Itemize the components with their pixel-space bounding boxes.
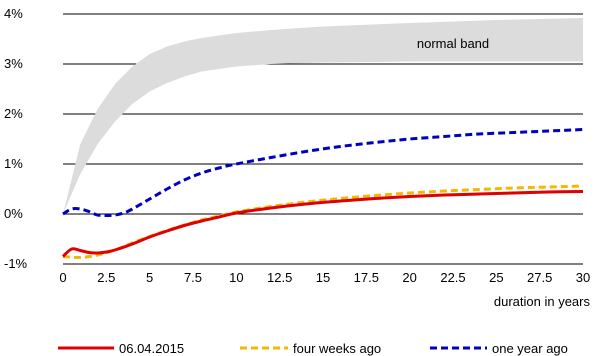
- legend-label-1: four weeks ago: [293, 341, 381, 356]
- series-line-2: [62, 128, 584, 218]
- y-tick-label: -1%: [4, 256, 28, 271]
- x-axis-label: duration in years: [494, 294, 591, 309]
- normal-band: [63, 18, 583, 214]
- normal-band-layer: [63, 18, 583, 214]
- x-tick-label: 22.5: [440, 270, 465, 285]
- axis-layer: -1% 0% 1% 2% 3% 4% 0 2.5 5 7.5 10 12.5 15 17.5 20 22.5 2…: [4, 6, 590, 285]
- x-tick-label: 17.5: [354, 270, 379, 285]
- x-tick-label: 10: [229, 270, 243, 285]
- y-tick-label: 0%: [4, 206, 23, 221]
- legend-label-2: one year ago: [492, 341, 568, 356]
- x-tick-label: 20: [402, 270, 416, 285]
- y-tick-label: 3%: [4, 56, 23, 71]
- series-layer: [61, 128, 584, 260]
- series-line-0: [61, 190, 584, 258]
- x-tick-label: 12.5: [267, 270, 292, 285]
- y-tick-label: 2%: [4, 106, 23, 121]
- x-tick-label: 0: [59, 270, 66, 285]
- band-label: normal band: [417, 36, 489, 51]
- x-tick-label: 30: [576, 270, 590, 285]
- x-tick-label: 25: [489, 270, 503, 285]
- x-tick-label: 2.5: [97, 270, 115, 285]
- legend-label-0: 06.04.2015: [119, 341, 184, 356]
- x-tick-label: 27.5: [527, 270, 552, 285]
- x-tick-label: 7.5: [184, 270, 202, 285]
- y-tick-label: 4%: [4, 6, 23, 21]
- legend: 06.04.2015 four weeks ago one year ago: [58, 341, 568, 356]
- x-tick-label: 15: [316, 270, 330, 285]
- x-tick-label: 5: [146, 270, 153, 285]
- series-line-1: [62, 184, 584, 260]
- y-tick-label: 1%: [4, 156, 23, 171]
